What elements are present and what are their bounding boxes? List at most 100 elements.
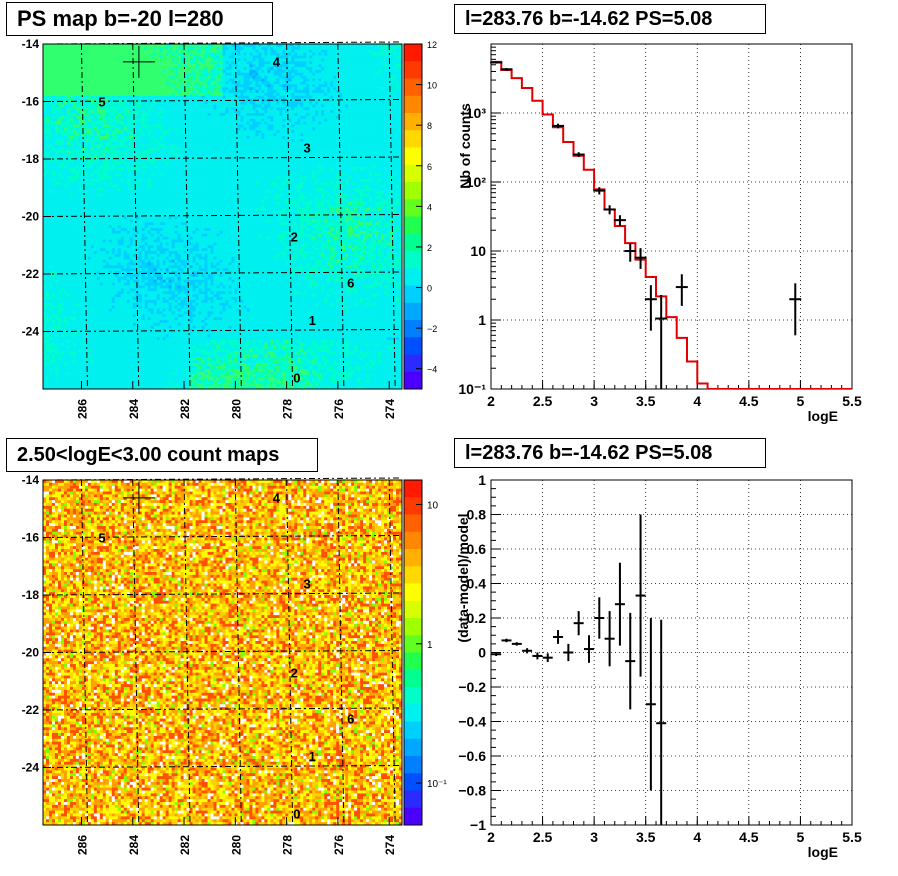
colorbar-swatch xyxy=(404,722,422,740)
x-tick-label: 278 xyxy=(281,399,295,419)
x-axis-label: logE xyxy=(808,844,838,860)
y-tick-label: 10⁻¹ xyxy=(458,381,486,397)
colorbar-swatch xyxy=(404,791,422,809)
source-marker-label: 6 xyxy=(347,712,354,727)
x-tick-label: 2 xyxy=(487,829,495,845)
colorbar-swatch xyxy=(404,268,422,286)
x-tick-label: 274 xyxy=(383,399,397,419)
y-tick-label: -24 xyxy=(22,761,40,775)
source-marker-label: 1 xyxy=(309,749,316,764)
y-axis-label: (data-model)/model xyxy=(455,513,471,642)
axes-frame xyxy=(491,44,852,389)
y-tick-label: -20 xyxy=(22,210,40,224)
source-marker-label: 1 xyxy=(309,313,316,328)
source-marker-label: 3 xyxy=(304,141,311,156)
colorbar-tick-label: 10 xyxy=(427,81,437,91)
y-tick-label: -18 xyxy=(22,588,40,602)
colorbar-swatch xyxy=(404,234,422,252)
heatmap-cells xyxy=(43,44,402,389)
x-tick-label: 280 xyxy=(229,399,243,419)
y-tick-label: -14 xyxy=(22,473,40,487)
source-marker-label: 0 xyxy=(293,371,300,386)
heatmap-cells xyxy=(43,480,402,825)
x-tick-label: 4 xyxy=(693,393,701,409)
model-histogram xyxy=(491,62,852,389)
colorbar-tick-label: 0 xyxy=(427,284,432,294)
source-marker-label: 2 xyxy=(291,666,298,681)
colorbar-swatch xyxy=(404,79,422,97)
colorbar-swatch xyxy=(404,480,422,498)
colorbar-swatch xyxy=(404,566,422,584)
source-marker-label: 3 xyxy=(304,577,311,592)
y-tick-label: -22 xyxy=(22,267,40,281)
colorbar-tick-label: 10 xyxy=(427,501,439,512)
colorbar-swatch xyxy=(404,182,422,200)
colorbar-tick-label: 2 xyxy=(427,243,432,253)
colorbar-swatch xyxy=(404,320,422,338)
x-tick-label: 2.5 xyxy=(533,393,553,409)
y-tick-label: −0.2 xyxy=(458,679,486,695)
y-tick-label: -20 xyxy=(22,646,40,660)
colorbar-tick-label: 6 xyxy=(427,162,432,172)
colorbar-tick-label: 8 xyxy=(427,121,432,131)
colorbar-swatch xyxy=(404,337,422,355)
y-tick-label: -22 xyxy=(22,703,40,717)
colorbar-tick-label: 10⁻¹ xyxy=(427,779,447,790)
x-tick-label: 5.5 xyxy=(842,393,862,409)
colorbar-swatch xyxy=(404,44,422,62)
x-tick-label: 4 xyxy=(693,829,701,845)
colorbar-swatch xyxy=(404,549,422,567)
colorbar-swatch xyxy=(404,653,422,671)
x-axis-label: logE xyxy=(808,408,838,424)
source-marker-label: 2 xyxy=(291,230,298,245)
x-tick-label: 3 xyxy=(590,393,598,409)
x-tick-label: 2.5 xyxy=(533,829,553,845)
source-marker-label: 6 xyxy=(347,276,354,291)
colorbar-swatch xyxy=(404,96,422,114)
colorbar-swatch xyxy=(404,199,422,217)
y-tick-label: -16 xyxy=(22,531,40,545)
colorbar-swatch xyxy=(404,584,422,602)
colorbar-swatch xyxy=(404,61,422,79)
colorbar-tick-label: −2 xyxy=(427,324,437,334)
x-tick-label: 5 xyxy=(797,393,805,409)
x-tick-label: 286 xyxy=(75,835,89,855)
spectrum-title: l=283.76 b=-14.62 PS=5.08 xyxy=(454,4,766,34)
x-tick-label: 5 xyxy=(797,829,805,845)
y-tick-label: −0.4 xyxy=(458,714,486,730)
source-marker-label: 4 xyxy=(273,490,281,505)
colorbar-swatch xyxy=(404,113,422,131)
colorbar-swatch xyxy=(404,739,422,757)
y-tick-label: 10 xyxy=(470,243,486,259)
source-marker-label: 4 xyxy=(273,54,281,69)
x-tick-label: 3.5 xyxy=(636,829,656,845)
x-tick-label: 280 xyxy=(229,835,243,855)
source-marker-label: 0 xyxy=(293,807,300,822)
source-marker-label: 5 xyxy=(98,95,105,110)
x-tick-label: 3 xyxy=(590,829,598,845)
x-tick-label: 276 xyxy=(332,835,346,855)
x-tick-label: 284 xyxy=(127,399,141,419)
colorbar-swatch xyxy=(404,165,422,183)
colorbar-swatch xyxy=(404,303,422,321)
residuals-title: l=283.76 b=-14.62 PS=5.08 xyxy=(454,438,766,468)
ps-map-title: PS map b=-20 l=280 xyxy=(6,2,273,36)
y-tick-label: 1 xyxy=(478,472,486,488)
colorbar-tick-label: −4 xyxy=(427,365,437,375)
colorbar-swatch xyxy=(404,217,422,235)
x-tick-label: 282 xyxy=(178,835,192,855)
count-map-title: 2.50<logE<3.00 count maps xyxy=(6,438,318,472)
x-tick-label: 284 xyxy=(127,835,141,855)
colorbar-swatch xyxy=(404,372,422,390)
x-tick-label: 3.5 xyxy=(636,393,656,409)
colorbar-swatch xyxy=(404,497,422,515)
colorbar-swatch xyxy=(404,808,422,826)
colorbar-swatch xyxy=(404,756,422,774)
y-tick-label: −0.8 xyxy=(458,783,486,799)
colorbar-tick-label: 4 xyxy=(427,202,432,212)
colorbar-swatch xyxy=(404,286,422,304)
colorbar-tick-label: 1 xyxy=(427,640,433,651)
